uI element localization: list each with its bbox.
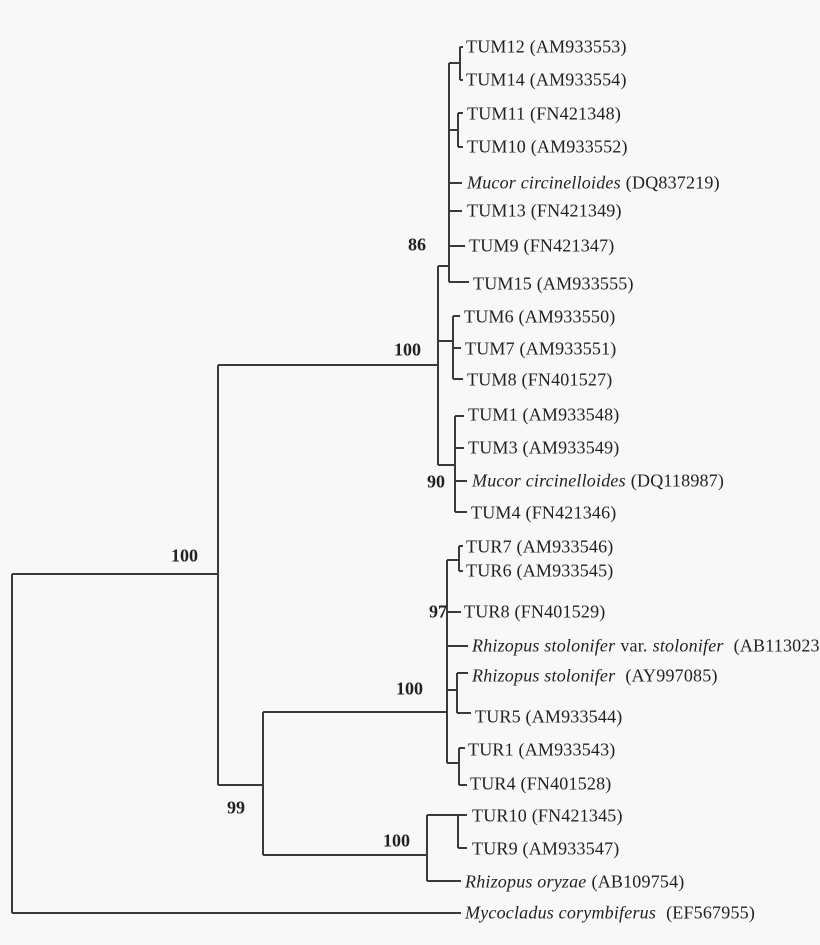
taxon-label-tum8: TUM8 (FN401527) (467, 369, 613, 390)
taxon-label-mucor-circinelloides-dq837219: Mucor circinelloides (DQ837219) (467, 172, 720, 193)
taxon-label-rhizopus-stolonifer-ay997085: Rhizopus stolonifer (AY997085) (472, 665, 718, 686)
taxon-label-tum6: TUM6 (AM933550) (464, 306, 616, 327)
taxon-label-tum9: TUM9 (FN421347) (469, 235, 615, 256)
bootstrap-value-100-root: 100 (171, 545, 198, 566)
taxon-label-rhizopus-stolonifer-var-stolonifer: Rhizopus stolonifer var. stolonifer (AB1130… (472, 635, 820, 656)
taxon-label-mycocladus-corymbiferus: Mycocladus corymbiferus (EF567955) (465, 902, 756, 923)
taxon-label-tur6: TUR6 (AM933545) (466, 560, 614, 581)
taxon-label-tur8: TUR8 (FN401529) (464, 601, 606, 622)
taxon-label-mucor-circinelloides-dq118987: Mucor circinelloides (DQ118987) (472, 470, 725, 491)
taxon-label-tur9: TUR9 (AM933547) (472, 838, 620, 859)
bootstrap-value-100-tum: 100 (394, 339, 421, 360)
taxon-label-tum3: TUM3 (AM933549) (468, 437, 620, 458)
taxon-label-tum13: TUM13 (FN421349) (467, 200, 622, 221)
taxon-label-rhizopus-oryzae: Rhizopus oryzae (AB109754) (465, 871, 685, 892)
bootstrap-value-100-bottom: 100 (383, 830, 410, 851)
taxon-label-tur10: TUR10 (FN421345) (472, 805, 623, 826)
bootstrap-value-90: 90 (427, 471, 445, 492)
taxon-label-tum4: TUM4 (FN421346) (471, 502, 617, 523)
taxon-label-tur5: TUR5 (AM933544) (475, 706, 623, 727)
taxon-label-tum11: TUM11 (FN421348) (467, 103, 622, 124)
bootstrap-value-99: 99 (227, 797, 245, 818)
taxon-label-tum14: TUM14 (AM933554) (466, 69, 627, 90)
taxon-label-tur4: TUR4 (FN401528) (470, 773, 612, 794)
taxon-label-tum12: TUM12 (AM933553) (466, 36, 627, 57)
taxon-label-tur1: TUR1 (AM933543) (468, 739, 616, 760)
taxon-label-tum10: TUM10 (AM933552) (467, 136, 628, 157)
taxon-label-tum15: TUM15 (AM933555) (473, 273, 634, 294)
taxon-label-tur7: TUR7 (AM933546) (466, 536, 614, 557)
taxon-label-tum7: TUM7 (AM933551) (465, 338, 617, 359)
taxon-label-tum1: TUM1 (AM933548) (468, 404, 620, 425)
bootstrap-value-86: 86 (408, 234, 426, 255)
bootstrap-value-97: 97 (429, 601, 447, 622)
bootstrap-value-100-tur: 100 (396, 678, 423, 699)
